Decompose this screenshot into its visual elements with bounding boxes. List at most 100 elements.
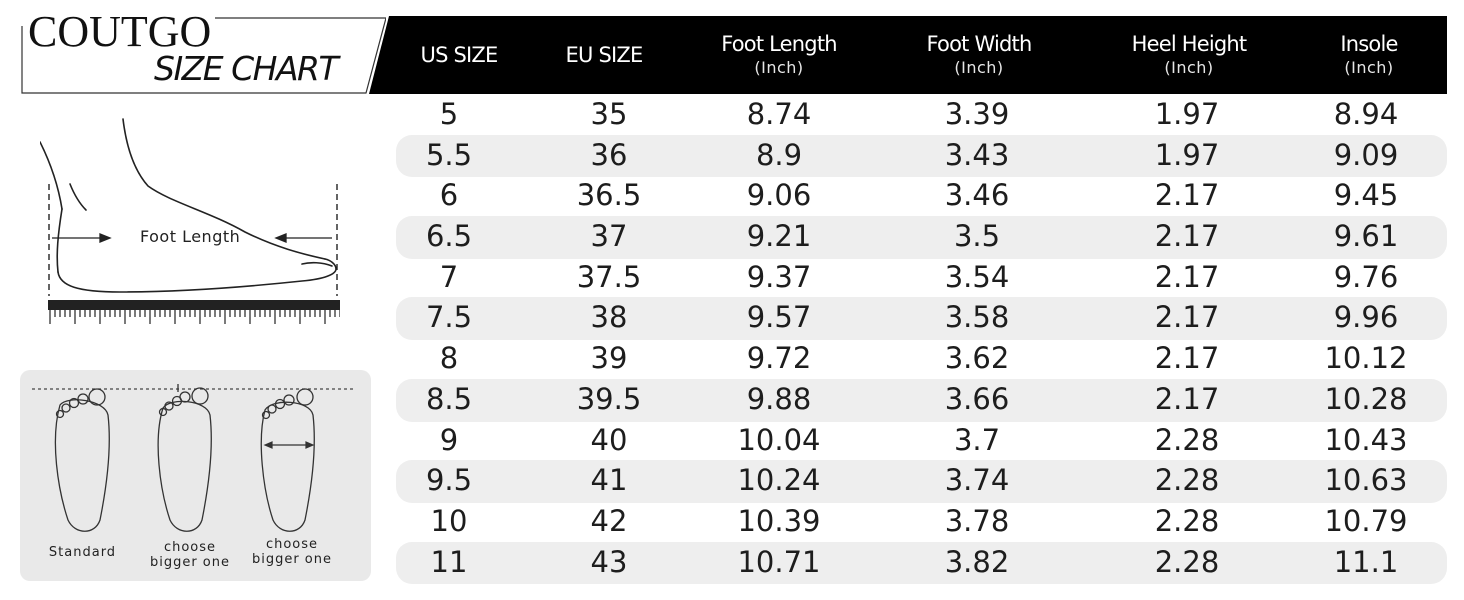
table-row: 7.5 38 9.57 3.58 2.17 9.96 xyxy=(396,297,1447,340)
table-row: 5 35 8.74 3.39 1.97 8.94 xyxy=(396,94,1447,135)
table-cell: 2.28 xyxy=(1154,544,1220,579)
brand-box: COUTGO SIZE CHART xyxy=(20,6,386,94)
table-cell: 3.54 xyxy=(944,259,1010,294)
table-cell: 8.5 xyxy=(425,381,473,416)
table-cell: 43 xyxy=(590,544,628,579)
size-table-body: 5 35 8.74 3.39 1.97 8.94 5.5 36 8.9 3.43 1.97 9.09 6… xyxy=(396,94,1447,584)
table-row: 10 42 10.39 3.78 2.28 10.79 xyxy=(396,501,1447,542)
size-chart-title: SIZE CHART xyxy=(154,49,339,88)
table-cell: 9.06 xyxy=(746,178,812,213)
foot-length-diagram: Foot Length xyxy=(39,114,341,350)
table-cell: 9.88 xyxy=(746,381,812,416)
table-cell: 8.9 xyxy=(755,137,803,172)
table-row: 6.5 37 9.21 3.5 2.17 9.61 xyxy=(396,216,1447,259)
table-cell: 2.17 xyxy=(1154,178,1220,213)
table-cell: 3.74 xyxy=(944,463,1010,498)
column-header: Heel Height (Inch) xyxy=(1131,32,1248,77)
table-cell: 3.82 xyxy=(944,544,1010,579)
table-cell: 3.43 xyxy=(944,137,1010,172)
brand-name: COUTGO xyxy=(26,6,216,58)
table-cell: 10.43 xyxy=(1324,422,1408,457)
table-cell: 10.71 xyxy=(737,544,821,579)
table-cell: 9.5 xyxy=(425,463,473,498)
table-cell: 9.57 xyxy=(746,300,812,335)
table-cell: 2.17 xyxy=(1154,259,1220,294)
table-cell: 1.97 xyxy=(1154,137,1220,172)
table-cell: 3.58 xyxy=(944,300,1010,335)
caption-bigger: choose bigger one xyxy=(251,537,333,567)
table-cell: 7.5 xyxy=(425,300,473,335)
column-header: US SIZE xyxy=(420,43,499,67)
brand-frame xyxy=(21,17,386,94)
column-header: Insole (Inch) xyxy=(1340,32,1398,77)
table-cell: 8.74 xyxy=(746,97,812,131)
table-cell: 40 xyxy=(590,422,628,457)
table-cell: 11.1 xyxy=(1333,544,1399,579)
column-header: Foot Width (Inch) xyxy=(926,32,1033,77)
table-cell: 1.97 xyxy=(1154,97,1220,131)
table-cell: 8 xyxy=(439,341,459,376)
table-header: US SIZE EU SIZE Foot Length (Inch) Foot … xyxy=(369,16,1447,94)
foot-outline-icon xyxy=(39,118,341,324)
table-cell: 10.24 xyxy=(737,463,821,498)
table-cell: 11 xyxy=(430,544,468,579)
foot-fit-icons xyxy=(32,384,355,532)
table-cell: 38 xyxy=(590,300,628,335)
table-cell: 10.39 xyxy=(737,503,821,538)
table-row: 5.5 36 8.9 3.43 1.97 9.09 xyxy=(396,134,1447,178)
table-cell: 6 xyxy=(439,178,459,213)
table-row: 9.5 41 10.24 3.74 2.28 10.63 xyxy=(396,460,1447,503)
table-cell: 2.17 xyxy=(1154,341,1220,376)
table-cell: 5 xyxy=(439,97,459,131)
table-cell: 7 xyxy=(439,259,459,294)
table-cell: 41 xyxy=(590,463,628,498)
table-row: 11 43 10.71 3.82 2.28 11.1 xyxy=(396,541,1447,584)
table-cell: 39.5 xyxy=(576,381,642,416)
table-cell: 3.66 xyxy=(944,381,1010,416)
table-cell: 10.04 xyxy=(737,422,821,457)
table-row: 9 40 10.04 3.7 2.28 10.43 xyxy=(396,420,1447,461)
table-row: 7 37.5 9.37 3.54 2.17 9.76 xyxy=(396,257,1447,298)
table-cell: 9.37 xyxy=(746,259,812,294)
table-cell: 10.79 xyxy=(1324,503,1408,538)
table-cell: 36.5 xyxy=(576,178,642,213)
table-cell: 5.5 xyxy=(425,137,473,172)
header-background xyxy=(369,16,1447,94)
table-row: 8.5 39.5 9.88 3.66 2.17 10.28 xyxy=(396,378,1447,422)
table-cell: 37.5 xyxy=(576,259,642,294)
table-cell: 9.61 xyxy=(1333,219,1399,254)
caption-standard: Standard xyxy=(48,545,117,560)
table-cell: 6.5 xyxy=(425,219,473,254)
table-cell: 9.09 xyxy=(1333,137,1399,172)
table-cell: 36 xyxy=(590,137,628,172)
table-cell: 35 xyxy=(590,97,628,131)
fit-guide-panel: Standard choose bigger one choose bigger… xyxy=(20,370,371,581)
table-cell: 42 xyxy=(590,503,628,538)
table-row: 6 36.5 9.06 3.46 2.17 9.45 xyxy=(396,175,1447,216)
table-cell: 2.28 xyxy=(1154,422,1220,457)
table-cell: 3.7 xyxy=(953,422,1001,457)
table-cell: 10.63 xyxy=(1324,463,1408,498)
table-cell: 9.45 xyxy=(1333,178,1399,213)
table-cell: 3.46 xyxy=(944,178,1010,213)
table-cell: 37 xyxy=(590,219,628,254)
foot-length-label: Foot Length xyxy=(140,227,241,246)
table-cell: 3.5 xyxy=(953,219,1001,254)
caption-bigger: choose bigger one xyxy=(149,540,231,570)
table-cell: 8.94 xyxy=(1333,97,1399,131)
table-cell: 10.28 xyxy=(1324,381,1408,416)
table-cell: 2.17 xyxy=(1154,300,1220,335)
table-cell: 2.28 xyxy=(1154,503,1220,538)
table-cell: 10 xyxy=(430,503,468,538)
table-cell: 2.28 xyxy=(1154,463,1220,498)
table-cell: 3.62 xyxy=(944,341,1010,376)
table-cell: 2.17 xyxy=(1154,219,1220,254)
table-cell: 9.21 xyxy=(746,219,812,254)
table-cell: 39 xyxy=(590,341,628,376)
table-cell: 3.39 xyxy=(944,97,1010,131)
table-cell: 3.78 xyxy=(944,503,1010,538)
table-cell: 9 xyxy=(439,422,459,457)
table-cell: 9.96 xyxy=(1333,300,1399,335)
column-header: EU SIZE xyxy=(565,43,644,67)
column-header: Foot Length (Inch) xyxy=(721,32,837,77)
